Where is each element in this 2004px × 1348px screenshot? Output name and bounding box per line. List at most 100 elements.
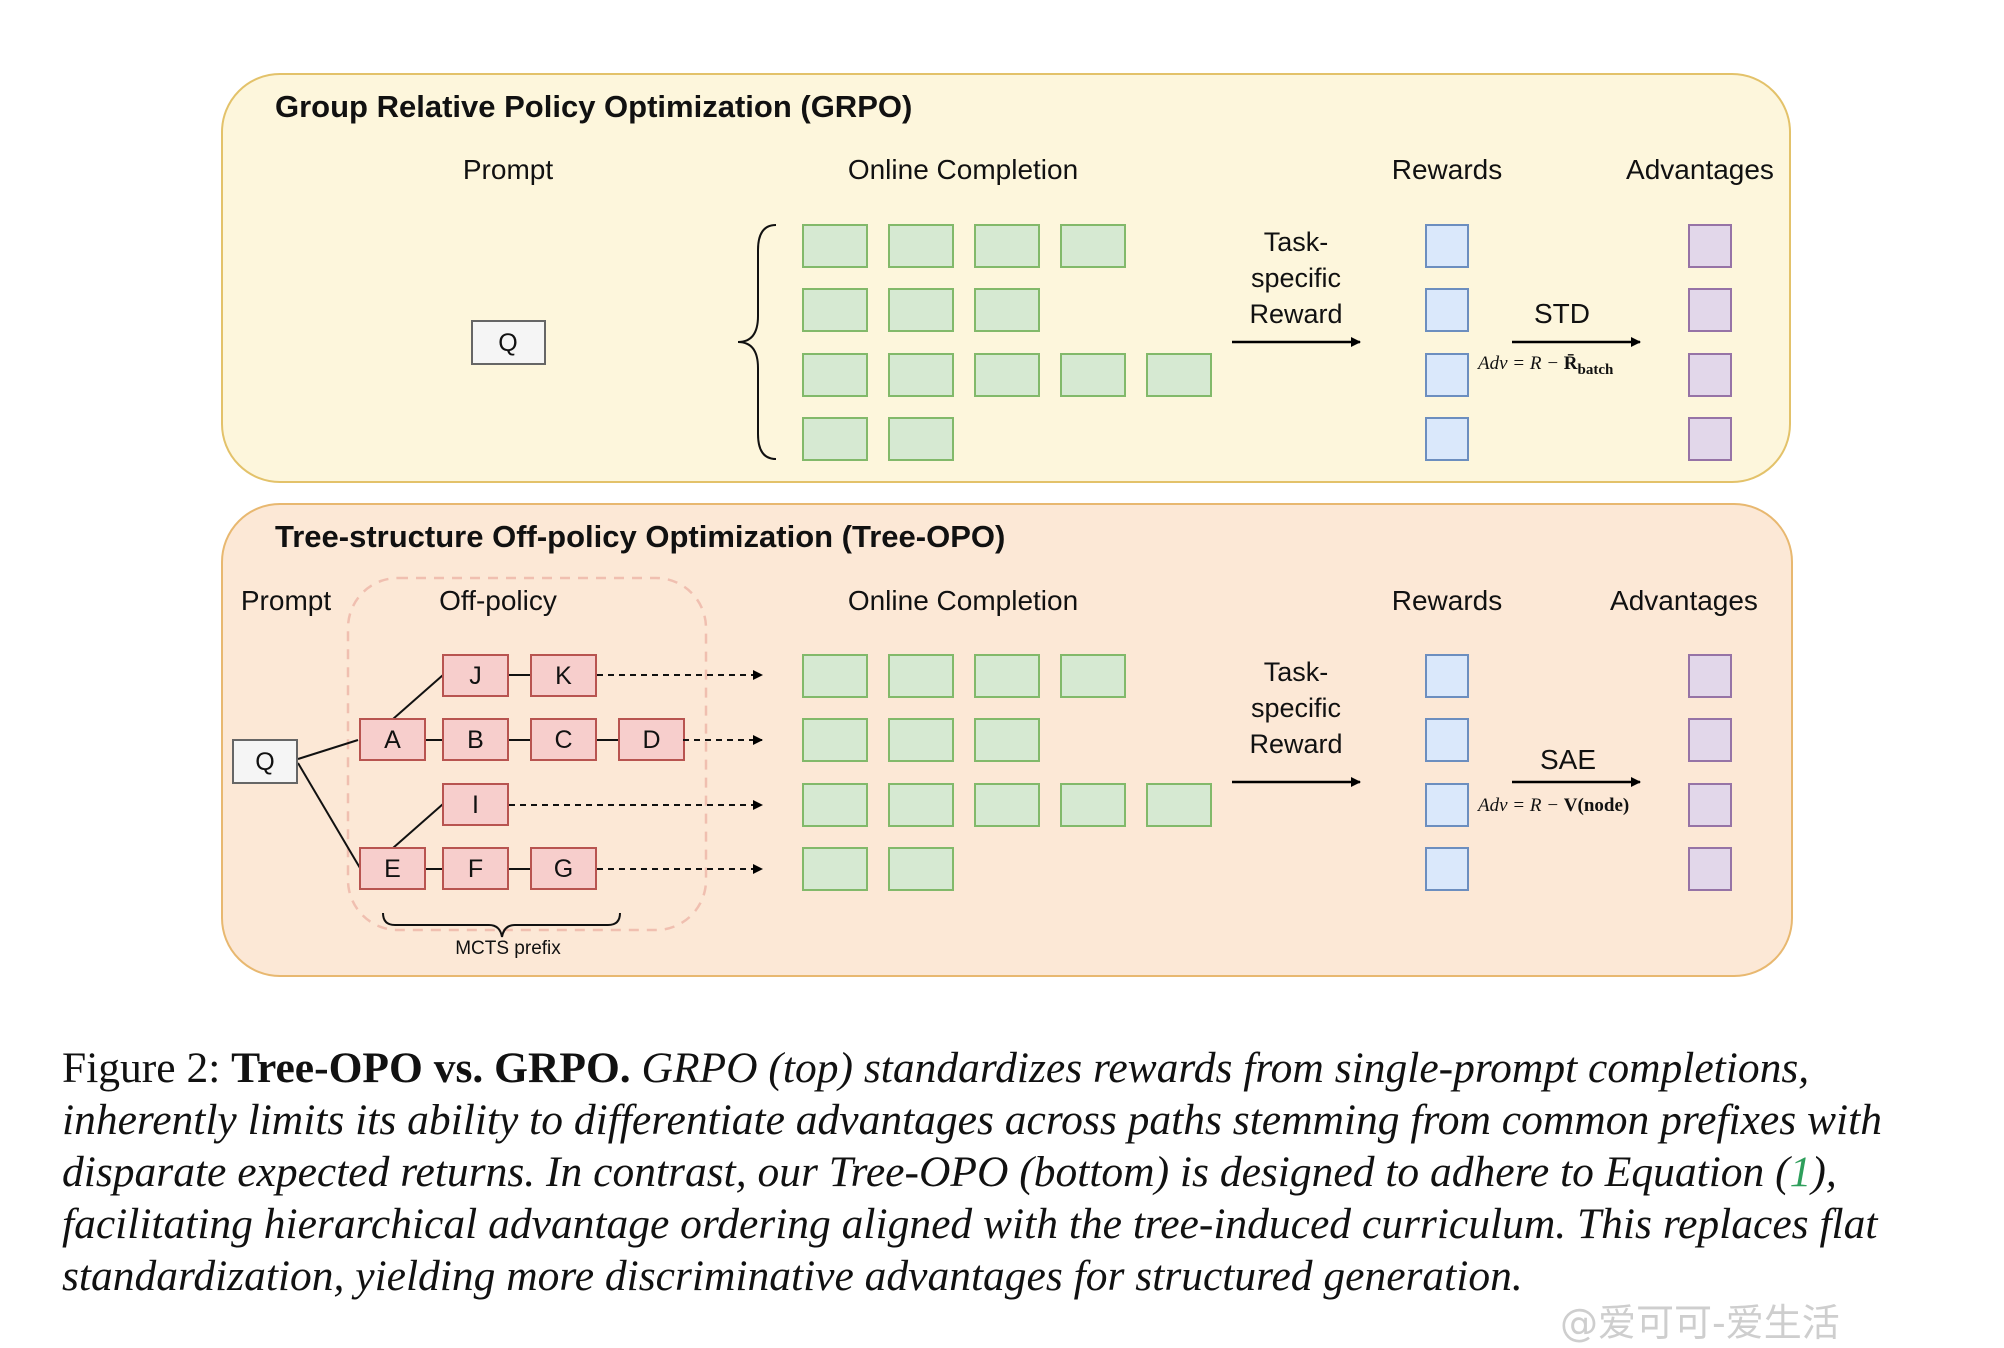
grpo-reward-label-line-1: Task- xyxy=(1264,227,1329,257)
caption-prefix: Figure 2: xyxy=(62,1044,232,1092)
edge-q-a xyxy=(297,739,359,760)
tree-node-k xyxy=(530,654,597,697)
treeopo-col-rewards: Rewards xyxy=(1392,585,1502,616)
caption-body-1: GRPO (top) standardizes rewards from sin… xyxy=(62,1044,1882,1196)
completion-block xyxy=(888,718,954,762)
grpo-reward-column xyxy=(1425,224,1469,461)
treeopo-query-label: Q xyxy=(255,748,274,776)
grpo-group-brace xyxy=(737,224,777,460)
edge-e-i xyxy=(392,803,444,849)
reward-box xyxy=(1425,783,1469,827)
edge-a-j xyxy=(392,674,444,720)
advantage-box xyxy=(1688,654,1732,698)
tree-node-label: E xyxy=(384,855,401,883)
tree-node-label: B xyxy=(467,726,484,754)
completion-block xyxy=(888,288,954,332)
tree-node-label: G xyxy=(554,855,573,883)
reward-box xyxy=(1425,847,1469,891)
tree-node-label: F xyxy=(468,855,483,883)
tree-node-label: D xyxy=(642,726,660,754)
advantage-box xyxy=(1688,417,1732,461)
mcts-prefix-brace xyxy=(382,912,621,938)
advantage-box xyxy=(1688,288,1732,332)
grpo-title: Group Relative Policy Optimization (GRPO… xyxy=(275,89,912,124)
completion-block xyxy=(802,288,868,332)
mcts-prefix-label: MCTS prefix xyxy=(455,938,561,959)
completion-block xyxy=(1146,783,1212,827)
reward-box xyxy=(1425,224,1469,268)
treeopo-completion-grid xyxy=(802,654,1212,891)
completion-block xyxy=(802,417,868,461)
completion-block xyxy=(888,417,954,461)
completion-block xyxy=(974,224,1040,268)
treeopo-query-box xyxy=(232,739,298,784)
tree-node-d xyxy=(618,718,685,761)
reward-box xyxy=(1425,288,1469,332)
grpo-reward-label-line-3: Reward xyxy=(1249,299,1342,329)
tree-node-b xyxy=(442,718,509,761)
treeopo-norm-label: SAE xyxy=(1540,744,1596,775)
treeopo-col-online: Online Completion xyxy=(848,585,1078,616)
completion-block xyxy=(888,654,954,698)
treeopo-panel: Tree-structure Off-policy Optimization (… xyxy=(221,503,1793,977)
completion-block xyxy=(974,718,1040,762)
grpo-panel: Group Relative Policy Optimization (GRPO… xyxy=(221,73,1791,483)
treeopo-reward-column xyxy=(1425,654,1469,891)
completion-block xyxy=(802,783,868,827)
tree-edges xyxy=(297,674,619,870)
grpo-col-advantages: Advantages xyxy=(1626,154,1774,185)
reward-box xyxy=(1425,417,1469,461)
tree-node-a xyxy=(359,718,426,761)
grpo-norm-label: STD xyxy=(1534,298,1590,329)
caption-title: Tree-OPO vs. GRPO. xyxy=(231,1044,631,1092)
tree-node-i xyxy=(442,783,509,826)
grpo-formula-lhs: Adv = R − xyxy=(1476,353,1564,374)
caption-body-2: ), facilitating hierarchical advantage o… xyxy=(62,1148,1878,1300)
treeopo-formula-term: V(node) xyxy=(1564,795,1629,816)
advantage-box xyxy=(1688,718,1732,762)
completion-block xyxy=(974,783,1040,827)
tree-node-e xyxy=(359,847,426,890)
completion-block xyxy=(802,654,868,698)
caption-equation-link[interactable]: 1 xyxy=(1789,1148,1812,1196)
grpo-query-label: Q xyxy=(498,329,517,357)
grpo-query-box xyxy=(471,320,546,365)
tree-node-f xyxy=(442,847,509,890)
completion-block xyxy=(802,224,868,268)
reward-box xyxy=(1425,654,1469,698)
completion-block xyxy=(888,224,954,268)
tree-node-label: K xyxy=(555,662,572,690)
treeopo-advantage-column xyxy=(1688,654,1732,891)
offpolicy-arrows xyxy=(509,670,763,874)
grpo-advantage-column xyxy=(1688,224,1732,461)
completion-block xyxy=(802,353,868,397)
tree-node-label: C xyxy=(554,726,572,754)
completion-block xyxy=(802,847,868,891)
tree-node-g xyxy=(530,847,597,890)
offpolicy-region xyxy=(346,576,708,932)
advantage-box xyxy=(1688,847,1732,891)
completion-block xyxy=(1060,353,1126,397)
tree-node-label: I xyxy=(472,791,479,819)
treeopo-title: Tree-structure Off-policy Optimization (… xyxy=(275,519,1005,554)
reward-box xyxy=(1425,353,1469,397)
treeopo-reward-label-line-2: specific xyxy=(1251,693,1341,723)
tree-node-label: J xyxy=(469,662,482,690)
tree-node-c xyxy=(530,718,597,761)
completion-block xyxy=(888,353,954,397)
grpo-col-online: Online Completion xyxy=(848,154,1078,185)
completion-block xyxy=(1060,783,1126,827)
figure-caption: Figure 2: Tree-OPO vs. GRPO. GRPO (top) … xyxy=(62,1042,1962,1302)
tree-node-label: A xyxy=(384,726,401,754)
grpo-col-prompt: Prompt xyxy=(463,154,553,185)
grpo-col-rewards: Rewards xyxy=(1392,154,1502,185)
treeopo-col-offpolicy: Off-policy xyxy=(439,585,557,616)
treeopo-reward-label-line-1: Task- xyxy=(1264,657,1329,687)
completion-block xyxy=(974,353,1040,397)
advantage-box xyxy=(1688,353,1732,397)
treeopo-formula-lhs: Adv = R − xyxy=(1476,795,1564,816)
tree-nodes: J K A B C D I E F G xyxy=(359,654,685,890)
completion-block xyxy=(888,847,954,891)
reward-box xyxy=(1425,718,1469,762)
